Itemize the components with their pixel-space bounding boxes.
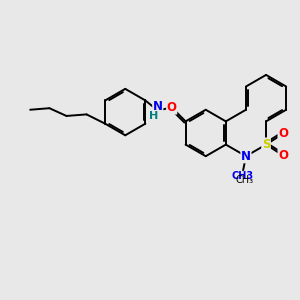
Text: H: H — [149, 111, 158, 121]
Text: N: N — [153, 100, 163, 113]
Text: CH3: CH3 — [232, 171, 254, 181]
Text: O: O — [167, 101, 177, 114]
Text: S: S — [262, 138, 270, 151]
Text: O: O — [278, 149, 288, 162]
Text: O: O — [278, 127, 288, 140]
Text: CH₃: CH₃ — [235, 175, 254, 185]
Text: N: N — [241, 150, 251, 163]
